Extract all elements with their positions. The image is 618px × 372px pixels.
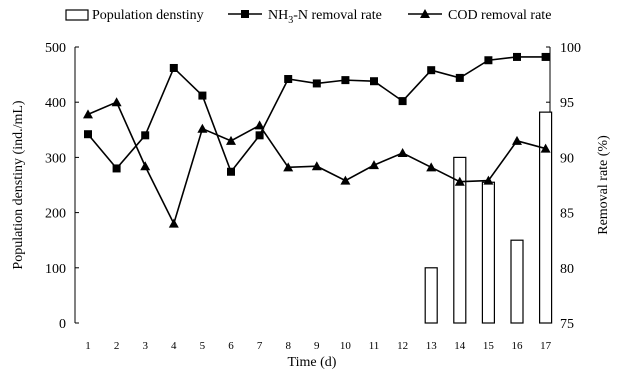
nh3-point xyxy=(141,131,150,140)
nh3-point xyxy=(455,73,464,82)
cod-point xyxy=(226,135,236,145)
x-tick-label: 1 xyxy=(85,340,91,352)
right-tick-label: 80 xyxy=(560,262,574,277)
x-tick-label: 15 xyxy=(483,340,495,352)
x-tick-label: 3 xyxy=(142,340,148,352)
cod-point xyxy=(340,175,351,185)
cod-point xyxy=(111,97,122,107)
cod-point xyxy=(540,143,551,153)
cod-point xyxy=(254,120,265,130)
nh3-point xyxy=(84,130,92,139)
legend-bar-swatch xyxy=(65,9,89,21)
left-tick-label: 200 xyxy=(45,207,66,222)
legend: Population denstiny NH3-N removal rate C… xyxy=(65,8,551,26)
x-tick-label: 7 xyxy=(257,340,263,352)
population-bar xyxy=(424,267,438,324)
right-axis-ticks: 75 80 85 90 95 100 xyxy=(546,41,581,332)
right-tick-label: 100 xyxy=(560,41,581,56)
cod-point xyxy=(369,160,379,170)
nh3-point xyxy=(341,76,350,85)
legend-cod-label: COD removal rate xyxy=(448,8,551,23)
legend-cod-marker xyxy=(420,9,430,18)
nh3-line xyxy=(87,56,546,174)
nh3-point xyxy=(427,66,436,75)
x-tick-label: 14 xyxy=(454,340,466,352)
x-tick-label: 8 xyxy=(285,340,291,352)
nh3-point xyxy=(513,52,521,61)
left-tick-label: 400 xyxy=(45,96,66,111)
nh3-series xyxy=(84,52,550,176)
nh3-point xyxy=(169,63,178,72)
legend-nh3-marker xyxy=(241,10,249,18)
right-tick-label: 90 xyxy=(560,151,574,166)
y-right-label: Removal rate (%) xyxy=(596,135,611,235)
cod-point xyxy=(168,218,179,228)
cod-point xyxy=(197,123,208,133)
cod-point xyxy=(426,162,437,172)
left-tick-label: 0 xyxy=(59,317,66,332)
x-axis-ticks: 1 2 3 4 5 6 7 8 9 10 11 12 13 14 15 16 17 xyxy=(85,340,551,352)
x-tick-label: 9 xyxy=(314,340,320,352)
right-tick-label: 95 xyxy=(560,96,574,111)
y-left-label: Population denstiny (ind./mL) xyxy=(11,100,26,269)
left-tick-label: 100 xyxy=(45,262,66,277)
x-tick-label: 4 xyxy=(171,340,177,352)
nh3-point xyxy=(484,56,493,65)
nh3-point xyxy=(312,79,321,88)
cod-point xyxy=(483,175,494,185)
x-tick-label: 10 xyxy=(340,340,352,352)
nh3-point xyxy=(541,52,550,61)
cod-point xyxy=(140,161,151,171)
legend-nh3-label: NH3-N removal rate xyxy=(268,8,382,26)
x-tick-label: 6 xyxy=(228,340,234,352)
cod-point xyxy=(283,162,294,172)
x-tick-label: 17 xyxy=(540,340,552,352)
population-bar xyxy=(510,239,524,324)
x-tick-label: 11 xyxy=(369,340,380,352)
x-tick-label: 12 xyxy=(397,340,408,352)
right-tick-label: 85 xyxy=(560,207,574,222)
left-axis-ticks: 0 100 200 300 400 500 xyxy=(45,41,79,332)
nh3-point xyxy=(227,167,235,176)
population-bars xyxy=(424,111,553,324)
x-tick-label: 13 xyxy=(426,340,438,352)
cod-point xyxy=(311,161,322,171)
cod-point xyxy=(512,135,522,145)
x-tick-label: 5 xyxy=(200,340,206,352)
population-bar xyxy=(538,111,553,324)
nh3-point xyxy=(370,77,378,86)
nh3-point xyxy=(255,131,264,140)
nh3-point xyxy=(398,97,407,106)
cod-point xyxy=(454,176,465,186)
left-tick-label: 500 xyxy=(45,41,66,56)
nh3-point xyxy=(112,164,121,173)
legend-bar-label: Population denstiny xyxy=(92,8,204,23)
cod-series xyxy=(83,97,551,228)
x-tick-label: 2 xyxy=(114,340,120,352)
population-bar xyxy=(453,156,467,324)
population-bar xyxy=(481,181,495,324)
right-tick-label: 75 xyxy=(560,317,574,332)
cod-point xyxy=(397,147,408,157)
x-tick-label: 16 xyxy=(512,340,524,352)
cod-point xyxy=(83,109,93,119)
nh3-point xyxy=(284,75,293,84)
left-tick-label: 300 xyxy=(45,151,66,166)
nh3-point xyxy=(198,91,207,100)
x-axis-label: Time (d) xyxy=(288,355,337,370)
